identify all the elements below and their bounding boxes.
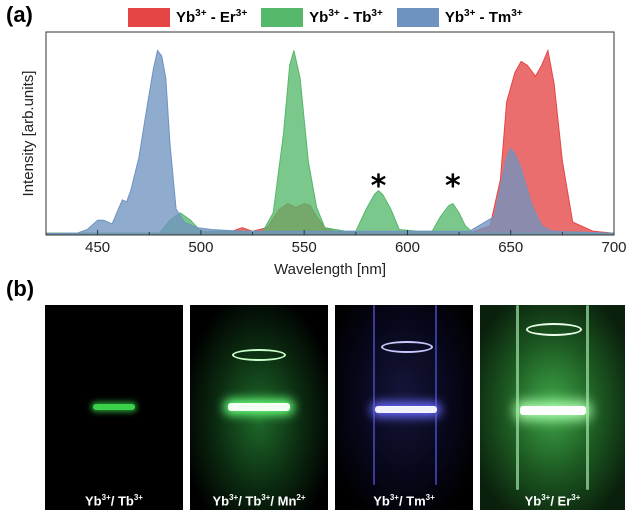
legend-label-tb: Yb3+ - Tb3+ bbox=[309, 8, 383, 26]
legend-label-er: Yb3+ - Er3+ bbox=[176, 8, 248, 26]
photo-yb-tm: Yb3+/ Tm3+ bbox=[335, 305, 473, 510]
panel-a-label: (a) bbox=[6, 2, 33, 27]
cuvette-wall-right bbox=[435, 305, 437, 485]
x-tick-label: 450 bbox=[85, 239, 110, 256]
legend-label-tm: Yb3+ - Tm3+ bbox=[444, 8, 523, 26]
cuvette-top-glow bbox=[232, 349, 286, 361]
cuvette-top-glow bbox=[526, 323, 582, 336]
cuvette-wall-left bbox=[373, 305, 375, 485]
x-tick-label: 700 bbox=[601, 239, 626, 256]
legend-item-er: Yb3+ - Er3+ bbox=[128, 7, 248, 27]
photo-yb-er: Yb3+/ Er3+ bbox=[480, 305, 625, 510]
emission-spectra-chart: 450 500 550 600 650 700 * * Wavelength [nm] In… bbox=[20, 31, 627, 278]
plot-frame bbox=[45, 31, 615, 236]
cuvette-wall-left bbox=[516, 305, 519, 490]
legend-swatch-er bbox=[128, 7, 170, 27]
panel-b-label: (b) bbox=[6, 276, 35, 301]
legend-item-tm: Yb3+ - Tm3+ bbox=[396, 7, 523, 27]
photo-caption: Yb3+/ Tb3+/ Mn2+ bbox=[212, 492, 306, 508]
peak-annotation-asterisk: * bbox=[445, 169, 461, 204]
tick-layer: 450 500 550 600 650 700 bbox=[45, 230, 627, 256]
peak-annotation-asterisk: * bbox=[371, 169, 387, 204]
legend-swatch-tm bbox=[396, 7, 439, 27]
photo-caption: Yb3+/ Tb3+ bbox=[85, 492, 143, 508]
emission-line-glow bbox=[228, 403, 290, 411]
legend-swatch-tb bbox=[261, 7, 304, 27]
legend-item-tb: Yb3+ - Tb3+ bbox=[261, 7, 383, 27]
photo-strip: Yb3+/ Tb3+ Yb3+/ Tb3+/ Mn2+ Yb3+/ Tm3+ Y… bbox=[45, 305, 625, 510]
series-layer bbox=[45, 48, 615, 236]
chart-legend: Yb3+ - Er3+ Yb3+ - Tb3+ Yb3+ - Tm3+ bbox=[128, 6, 537, 28]
x-tick-label: 500 bbox=[188, 239, 213, 256]
x-tick-label: 550 bbox=[292, 239, 317, 256]
emission-line-glow bbox=[375, 406, 437, 413]
photo-caption: Yb3+/ Er3+ bbox=[524, 492, 581, 508]
emission-line-glow bbox=[93, 404, 135, 410]
x-tick-label: 600 bbox=[395, 239, 420, 256]
photo-yb-tb-mn: Yb3+/ Tb3+/ Mn2+ bbox=[190, 305, 328, 510]
cuvette-top-glow bbox=[381, 341, 433, 353]
photo-caption: Yb3+/ Tm3+ bbox=[373, 492, 435, 508]
series-tm-area bbox=[45, 49, 615, 236]
annotation-layer: * * bbox=[371, 169, 461, 204]
x-tick-label: 650 bbox=[498, 239, 523, 256]
cuvette-wall-right bbox=[586, 305, 589, 490]
y-axis-title: Intensity [arb.units] bbox=[20, 71, 37, 197]
emission-line-glow bbox=[520, 406, 586, 415]
photo-yb-tb: Yb3+/ Tb3+ bbox=[45, 305, 183, 510]
x-axis-title: Wavelength [nm] bbox=[274, 261, 386, 278]
